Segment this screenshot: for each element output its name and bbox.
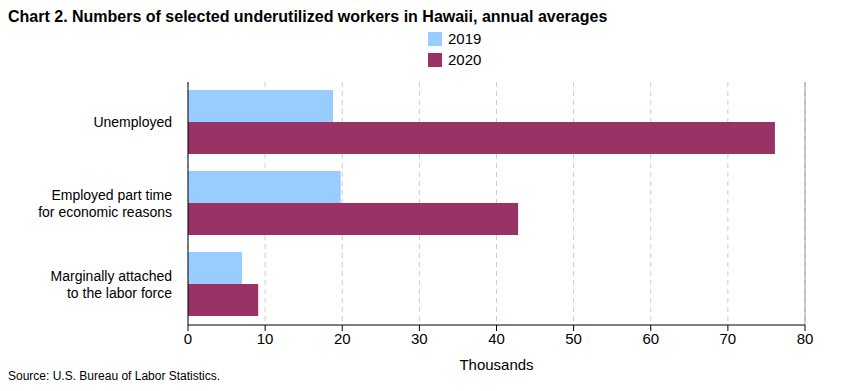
html-text:2019: 2019 xyxy=(448,30,482,47)
svg-text:Employed part timefor economic: Employed part timefor economic reasons xyxy=(38,187,172,220)
svg-text:20: 20 xyxy=(334,330,351,347)
html-text:Chart 2. Numbers of selected u: Chart 2. Numbers of selected underutiliz… xyxy=(8,8,608,25)
svg-text:40: 40 xyxy=(488,330,505,347)
html-text:Source: U.S. Bureau of Labor S: Source: U.S. Bureau of Labor Statistics. xyxy=(8,369,221,383)
svg-text:0: 0 xyxy=(184,330,192,347)
svg-text:70: 70 xyxy=(720,330,737,347)
svg-text:Unemployed: Unemployed xyxy=(93,114,172,130)
svg-text:Marginally attachedto the labo: Marginally attachedto the labor force xyxy=(51,268,173,301)
svg-text:80: 80 xyxy=(797,330,814,347)
svg-text:10: 10 xyxy=(257,330,274,347)
svg-text:50: 50 xyxy=(565,330,582,347)
svg-text:60: 60 xyxy=(642,330,659,347)
svg-text:Thousands: Thousands xyxy=(459,356,533,370)
html-text:2020: 2020 xyxy=(448,51,482,68)
svg-text:30: 30 xyxy=(411,330,428,347)
